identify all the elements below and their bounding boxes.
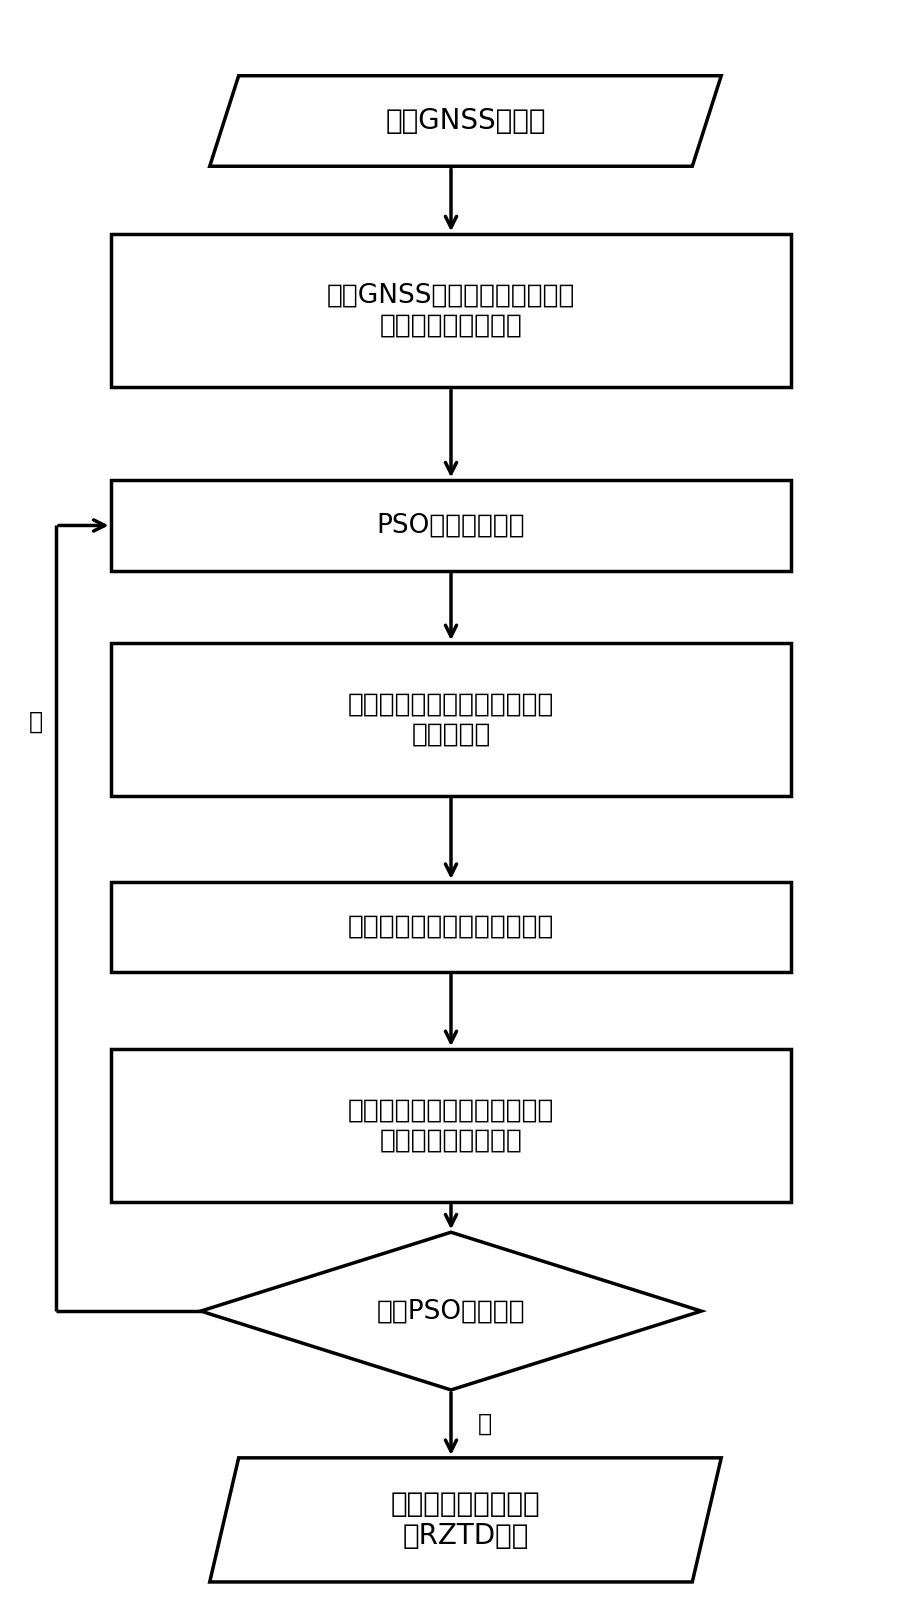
- Bar: [112, 643, 790, 797]
- Text: 满足PSO收敛条件: 满足PSO收敛条件: [377, 1298, 525, 1325]
- Polygon shape: [209, 75, 722, 166]
- Text: 输出监测点三维坐标
及RZTD参数: 输出监测点三维坐标 及RZTD参数: [391, 1490, 540, 1550]
- Bar: [112, 1050, 790, 1202]
- Text: 否: 否: [29, 710, 42, 734]
- Polygon shape: [209, 1458, 722, 1582]
- Bar: [112, 234, 790, 387]
- Text: 输入GNSS观测值: 输入GNSS观测值: [385, 107, 546, 134]
- Text: 更新各粒子历史最优解和种群
历史最优解: 更新各粒子历史最优解和种群 历史最优解: [348, 691, 554, 747]
- Text: PSO初始粒子生成: PSO初始粒子生成: [377, 512, 525, 539]
- Text: 对群体采用分群策略，并对最
优群体进行均匀变异: 对群体采用分群策略，并对最 优群体进行均匀变异: [348, 1098, 554, 1154]
- Text: 计算GNSS双差观测值及对应的
相对对流层投影系数: 计算GNSS双差观测值及对应的 相对对流层投影系数: [327, 283, 575, 339]
- Text: 是: 是: [478, 1411, 492, 1435]
- Bar: [112, 480, 790, 571]
- Bar: [112, 882, 790, 973]
- Text: 更新所有粒子位置和速度信息: 更新所有粒子位置和速度信息: [348, 914, 554, 941]
- Polygon shape: [201, 1232, 701, 1390]
